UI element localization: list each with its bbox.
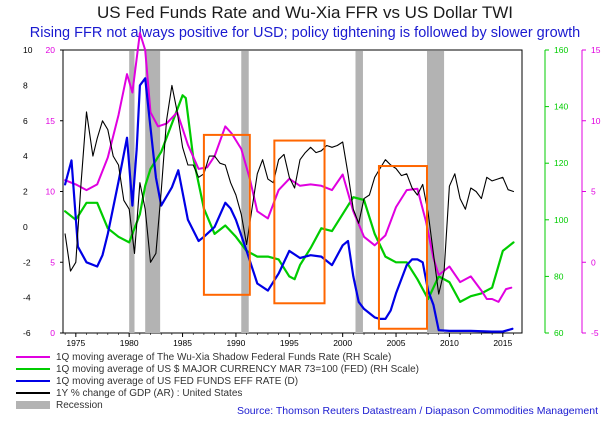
- ffr-axis-label-3: 5: [50, 257, 55, 267]
- x-tick-label-2: 1985: [173, 338, 192, 348]
- usd-axis-label-2: 120: [554, 158, 568, 168]
- legend-item-ffr: 1Q moving average of US FED FUNDS EFF RA…: [16, 376, 419, 388]
- x-tick-label-3: 1990: [226, 338, 245, 348]
- wuxia-axis-label-0: 15: [591, 45, 601, 55]
- highlight-box-1: [273, 139, 326, 305]
- gdp-axis-label-6: -2: [23, 257, 31, 267]
- legend-swatch-wuxia: [16, 356, 50, 359]
- x-tick-label-0: 1975: [66, 338, 85, 348]
- legend-label-usd: 1Q moving average of US $ MAJOR CURRENCY…: [56, 364, 419, 375]
- ffr-axis-label-1: 15: [46, 116, 56, 126]
- gdp-axis-label-3: 4: [23, 151, 28, 161]
- ffr-axis-label-4: 0: [50, 328, 55, 338]
- x-tick-label-7: 2010: [440, 338, 459, 348]
- usd-axis-label-4: 80: [554, 271, 564, 281]
- gdp-axis-label-5: 0: [23, 222, 28, 232]
- legend-swatch-recession: [16, 401, 50, 410]
- wuxia-axis-label-1: 10: [591, 116, 601, 126]
- legend-item-usd: 1Q moving average of US $ MAJOR CURRENCY…: [16, 364, 419, 376]
- legend-item-wuxia: 1Q moving average of The Wu-Xia Shadow F…: [16, 352, 419, 364]
- usd-axis-label-1: 140: [554, 102, 568, 112]
- legend-swatch-ffr: [16, 380, 50, 383]
- series-line-gdp: [64, 84, 515, 295]
- legend-item-gdp: 1Y % change of GDP (AR) : United States: [16, 388, 419, 400]
- wuxia-axis-label-4: -5: [591, 328, 599, 338]
- x-tick-label-1: 1980: [120, 338, 139, 348]
- legend-swatch-usd: [16, 368, 50, 371]
- series-line-ffr: [63, 77, 514, 333]
- legend-label-recession: Recession: [56, 400, 103, 411]
- chart-legend: 1Q moving average of The Wu-Xia Shadow F…: [16, 352, 419, 412]
- legend-label-ffr: 1Q moving average of US FED FUNDS EFF RA…: [56, 376, 299, 387]
- ffr-axis-label-2: 10: [46, 187, 56, 197]
- usd-axis-label-0: 160: [554, 45, 568, 55]
- gdp-axis-label-7: -4: [23, 293, 31, 303]
- recession-band-3: [355, 51, 363, 333]
- series-line-usd: [63, 94, 515, 303]
- gdp-axis-label-8: -6: [23, 328, 31, 338]
- series-line-wuxia: [64, 32, 513, 303]
- chart-title: US Fed Funds Rate and Wu-Xia FFR vs US D…: [97, 3, 513, 22]
- ffr-axis-label-0: 20: [46, 45, 56, 55]
- usd-axis-label-3: 100: [554, 215, 568, 225]
- gdp-axis-label-0: 10: [23, 45, 33, 55]
- wuxia-axis-label-2: 5: [591, 187, 596, 197]
- highlight-box-2: [377, 165, 428, 330]
- chart-source: Source: Thomson Reuters Datastream / Dia…: [236, 405, 598, 417]
- x-tick-label-5: 2000: [333, 338, 352, 348]
- chart-subtitle: Rising FFR not always positive for USD; …: [29, 25, 581, 41]
- legend-item-recession: Recession: [16, 400, 419, 412]
- x-tick-label-6: 2005: [387, 338, 406, 348]
- gdp-axis-label-4: 2: [23, 187, 28, 197]
- recession-band-2: [241, 51, 249, 333]
- x-tick-label-8: 2015: [493, 338, 512, 348]
- recession-band-4: [426, 51, 445, 333]
- gdp-axis-label-2: 6: [23, 116, 28, 126]
- legend-label-wuxia: 1Q moving average of The Wu-Xia Shadow F…: [56, 352, 392, 363]
- gdp-axis-label-1: 8: [23, 80, 28, 90]
- highlight-box-0: [202, 133, 251, 296]
- wuxia-axis-label-3: 0: [591, 257, 596, 267]
- legend-swatch-gdp: [16, 392, 50, 395]
- legend-label-gdp: 1Y % change of GDP (AR) : United States: [56, 388, 243, 399]
- x-tick-label-4: 1995: [280, 338, 299, 348]
- usd-axis-label-5: 60: [554, 328, 564, 338]
